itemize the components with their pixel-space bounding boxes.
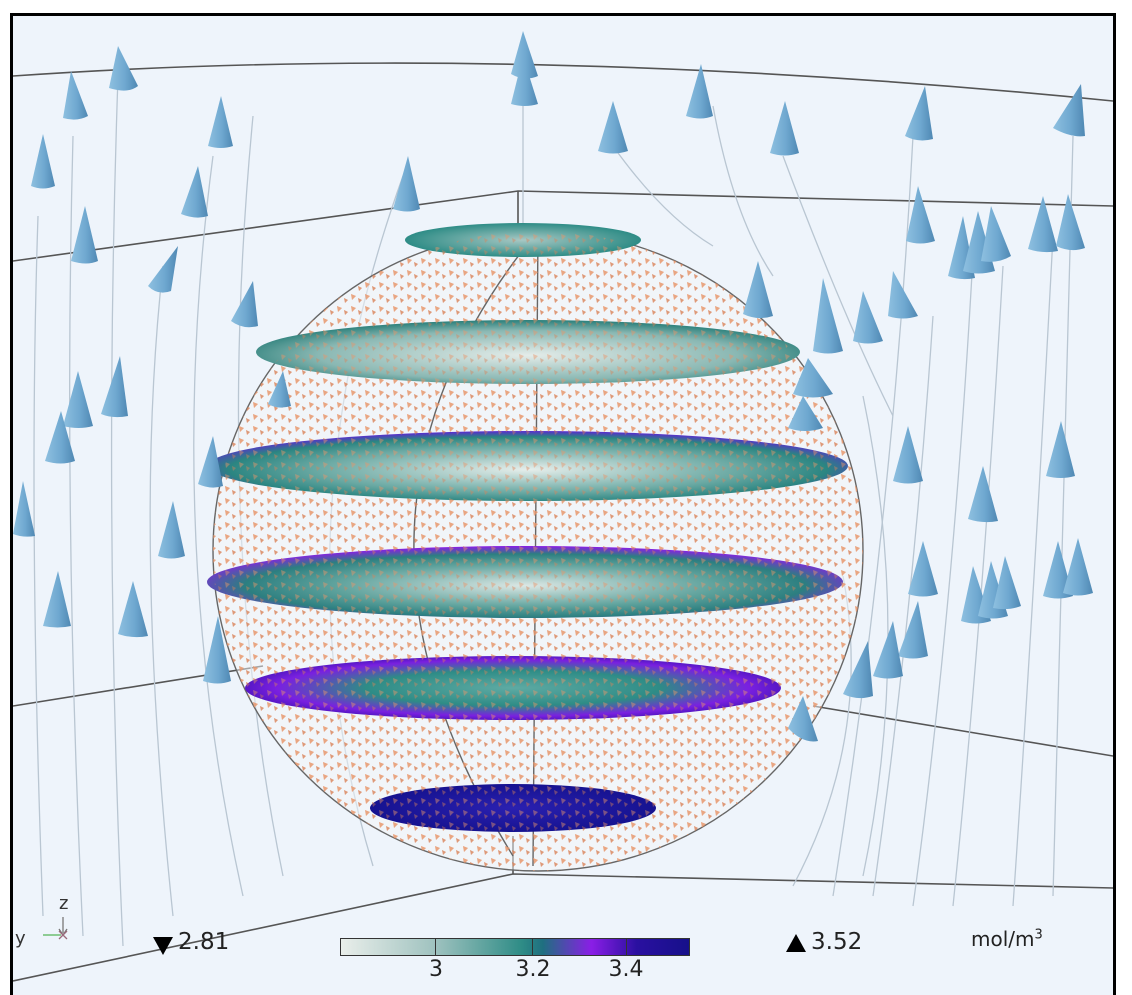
domain-edges [13,62,1113,982]
3d-scene[interactable] [13,16,1113,995]
plot-frame: z y 2.81 3 3.2 3.4 3.52 mol/m3 [10,13,1116,995]
flow-arrows [13,31,1093,742]
